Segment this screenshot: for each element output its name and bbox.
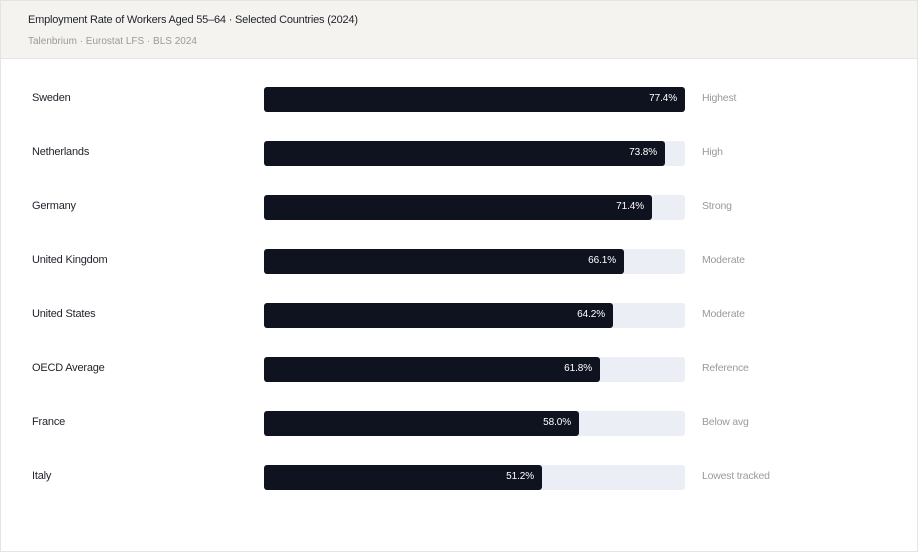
bar-track: 58.0%: [264, 411, 685, 436]
bar: 66.1%: [264, 249, 624, 274]
value-label: 77.4%: [649, 93, 677, 104]
value-label: 61.8%: [564, 363, 592, 374]
bar-track: 73.8%: [264, 141, 685, 166]
chart-header: Employment Rate of Workers Aged 55–64 · …: [1, 1, 917, 59]
bar-row: Netherlands 73.8% High: [1, 141, 917, 167]
bar-track: 51.2%: [264, 465, 685, 490]
category-label: Sweden: [32, 92, 71, 104]
annotation-label: Lowest tracked: [702, 470, 770, 482]
bar-track: 66.1%: [264, 249, 685, 274]
bar-track: 61.8%: [264, 357, 685, 382]
bar-chart: Sweden 77.4% Highest Netherlands 73.8% High Ge…: [1, 60, 917, 550]
annotation-label: Moderate: [702, 308, 745, 320]
bar-row: Germany 71.4% Strong: [1, 195, 917, 221]
bar-row: OECD Average 61.8% Reference: [1, 357, 917, 383]
category-label: United States: [32, 308, 96, 320]
bar-row: France 58.0% Below avg: [1, 411, 917, 437]
annotation-label: High: [702, 146, 723, 158]
bar-row: Sweden 77.4% Highest: [1, 87, 917, 113]
category-label: Germany: [32, 200, 76, 212]
bar: 71.4%: [264, 195, 652, 220]
category-label: United Kingdom: [32, 254, 108, 266]
bar-row: Italy 51.2% Lowest tracked: [1, 465, 917, 491]
annotation-label: Reference: [702, 362, 749, 374]
value-label: 73.8%: [629, 147, 657, 158]
bar-track: 64.2%: [264, 303, 685, 328]
chart-title: Employment Rate of Workers Aged 55–64 · …: [28, 14, 358, 26]
bar-row: United States 64.2% Moderate: [1, 303, 917, 329]
annotation-label: Moderate: [702, 254, 745, 266]
value-label: 58.0%: [543, 417, 571, 428]
bar-track: 71.4%: [264, 195, 685, 220]
value-label: 71.4%: [616, 201, 644, 212]
bar: 64.2%: [264, 303, 613, 328]
bar: 73.8%: [264, 141, 665, 166]
value-label: 66.1%: [588, 255, 616, 266]
bar: 61.8%: [264, 357, 600, 382]
value-label: 64.2%: [577, 309, 605, 320]
category-label: Netherlands: [32, 146, 90, 158]
category-label: France: [32, 416, 66, 428]
value-label: 51.2%: [506, 471, 534, 482]
bar: 77.4%: [264, 87, 685, 112]
bar: 58.0%: [264, 411, 579, 436]
category-label: Italy: [32, 470, 52, 482]
annotation-label: Below avg: [702, 416, 749, 428]
annotation-label: Highest: [702, 92, 737, 104]
bar-row: United Kingdom 66.1% Moderate: [1, 249, 917, 275]
bar: 51.2%: [264, 465, 542, 490]
bar-track: 77.4%: [264, 87, 685, 112]
annotation-label: Strong: [702, 200, 732, 212]
chart-subtitle: Talenbrium · Eurostat LFS · BLS 2024: [28, 36, 197, 47]
category-label: OECD Average: [32, 362, 105, 374]
